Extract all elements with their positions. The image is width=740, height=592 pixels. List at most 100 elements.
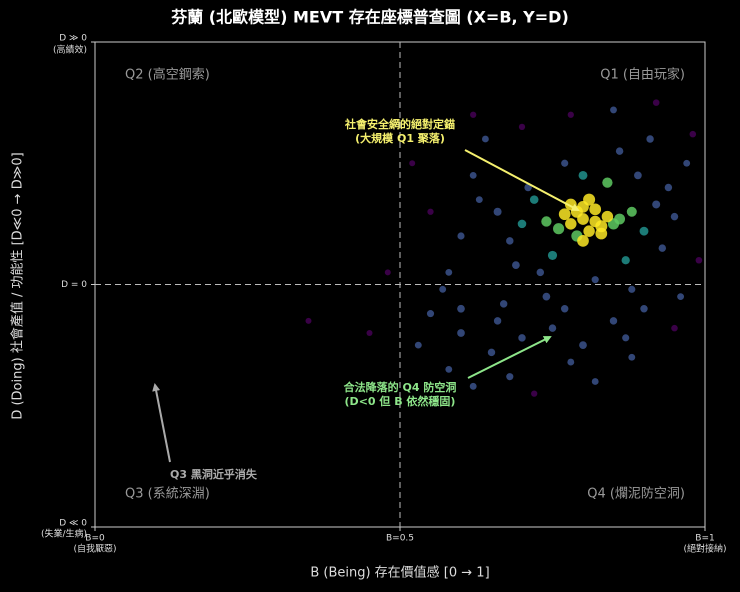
data-point xyxy=(469,382,477,390)
data-point xyxy=(426,310,435,318)
y-tick-label: D = 0 xyxy=(61,280,87,290)
data-point xyxy=(626,206,637,217)
data-point xyxy=(542,292,551,301)
data-point xyxy=(567,111,574,118)
data-point xyxy=(499,300,508,308)
annotation-text: (D<0 但 B 依然穩固) xyxy=(345,394,456,408)
data-point xyxy=(601,210,614,223)
data-point xyxy=(366,330,373,336)
data-point xyxy=(536,268,545,277)
data-point xyxy=(470,111,477,118)
data-point xyxy=(640,305,648,313)
data-point xyxy=(518,123,526,131)
data-point xyxy=(427,208,434,215)
data-point xyxy=(305,317,312,324)
x-tick-label: B=1 xyxy=(695,534,714,544)
x-axis-label: B (Being) 存在價值感 [0 → 1] xyxy=(310,565,489,581)
data-point xyxy=(683,159,691,167)
data-point xyxy=(548,324,557,332)
data-point xyxy=(531,390,538,397)
data-point xyxy=(457,304,465,313)
data-point xyxy=(445,365,453,373)
data-point xyxy=(664,183,673,192)
quadrant-label: Q1 (自由玩家) xyxy=(600,67,685,83)
data-point xyxy=(481,135,489,143)
data-point xyxy=(384,269,391,276)
data-point xyxy=(689,130,697,138)
data-point xyxy=(558,208,571,221)
data-point xyxy=(524,183,532,192)
annotation-arrow xyxy=(152,383,171,463)
data-point xyxy=(658,244,667,252)
data-point xyxy=(512,261,520,269)
quadrant-label: Q2 (高空鋼索) xyxy=(125,67,210,83)
data-point xyxy=(475,196,483,204)
x-tick-label: B=0.5 xyxy=(386,534,414,544)
annotation-text: 社會安全網的絕對定錨 xyxy=(344,117,455,131)
data-point xyxy=(487,348,496,357)
data-point xyxy=(670,212,679,221)
data-point xyxy=(493,207,502,216)
annotation-text: 合法降落的 Q4 防空洞 xyxy=(344,380,457,394)
data-point xyxy=(610,106,617,114)
data-point xyxy=(583,193,596,206)
data-point xyxy=(589,203,602,216)
data-point xyxy=(529,195,539,204)
data-point xyxy=(561,159,569,167)
data-point xyxy=(493,317,502,325)
data-point xyxy=(652,99,660,106)
data-point xyxy=(560,305,569,313)
data-point xyxy=(506,373,514,381)
quadrant-label: Q3 (系統深淵) xyxy=(125,487,210,502)
data-point xyxy=(577,234,589,247)
data-point xyxy=(609,317,618,325)
data-point xyxy=(622,334,630,342)
annotation-text: (大規模 Q1 聚落) xyxy=(355,131,445,145)
data-point xyxy=(457,232,465,240)
data-point xyxy=(439,285,447,293)
data-point xyxy=(615,147,624,155)
data-point xyxy=(578,170,588,180)
data-point xyxy=(553,223,565,235)
data-point xyxy=(579,341,587,349)
data-point xyxy=(652,200,661,209)
data-point xyxy=(628,285,636,293)
data-point xyxy=(506,237,514,245)
x-tick-label: B=0 xyxy=(85,534,105,544)
annotation-arrow xyxy=(467,336,552,379)
data-point xyxy=(595,220,608,233)
data-point xyxy=(445,268,453,276)
data-point xyxy=(457,329,465,337)
chart-title: 芬蘭 (北歐模型) MEVT 存在座標普查圖 (X=B, Y=D) xyxy=(170,8,569,27)
data-point xyxy=(677,293,685,301)
y-tick-label: D ≪ 0 xyxy=(59,519,87,529)
data-point xyxy=(621,256,630,265)
data-point xyxy=(671,324,678,332)
data-point xyxy=(628,353,636,361)
quadrant-label: Q4 (爛泥防空洞) xyxy=(587,486,685,502)
data-point xyxy=(591,276,599,284)
data-point xyxy=(565,218,577,230)
data-point xyxy=(646,135,654,143)
data-point xyxy=(547,250,558,260)
annotation-arrow xyxy=(464,149,580,211)
data-point xyxy=(414,341,422,349)
data-point xyxy=(567,358,575,366)
data-point xyxy=(518,334,526,342)
data-point xyxy=(409,160,416,167)
x-tick-note: (自我厭惡) xyxy=(73,543,116,555)
data-point xyxy=(541,216,552,227)
data-point xyxy=(591,378,599,385)
y-tick-note: (高績效) xyxy=(53,44,87,56)
annotation-text: Q3 黑洞近乎消失 xyxy=(170,467,258,481)
data-point xyxy=(639,226,649,236)
data-point xyxy=(602,177,613,188)
data-point xyxy=(469,171,477,179)
x-tick-note: (絕對接納) xyxy=(683,543,726,555)
y-tick-label: D ≫ 0 xyxy=(59,34,87,44)
y-axis-label: D (Doing) 社會產值 / 功能性 [D≪0 → D≫0] xyxy=(10,152,26,419)
y-tick-note: (失業/生病) xyxy=(41,528,87,540)
data-point xyxy=(583,225,595,237)
data-point xyxy=(634,171,642,180)
